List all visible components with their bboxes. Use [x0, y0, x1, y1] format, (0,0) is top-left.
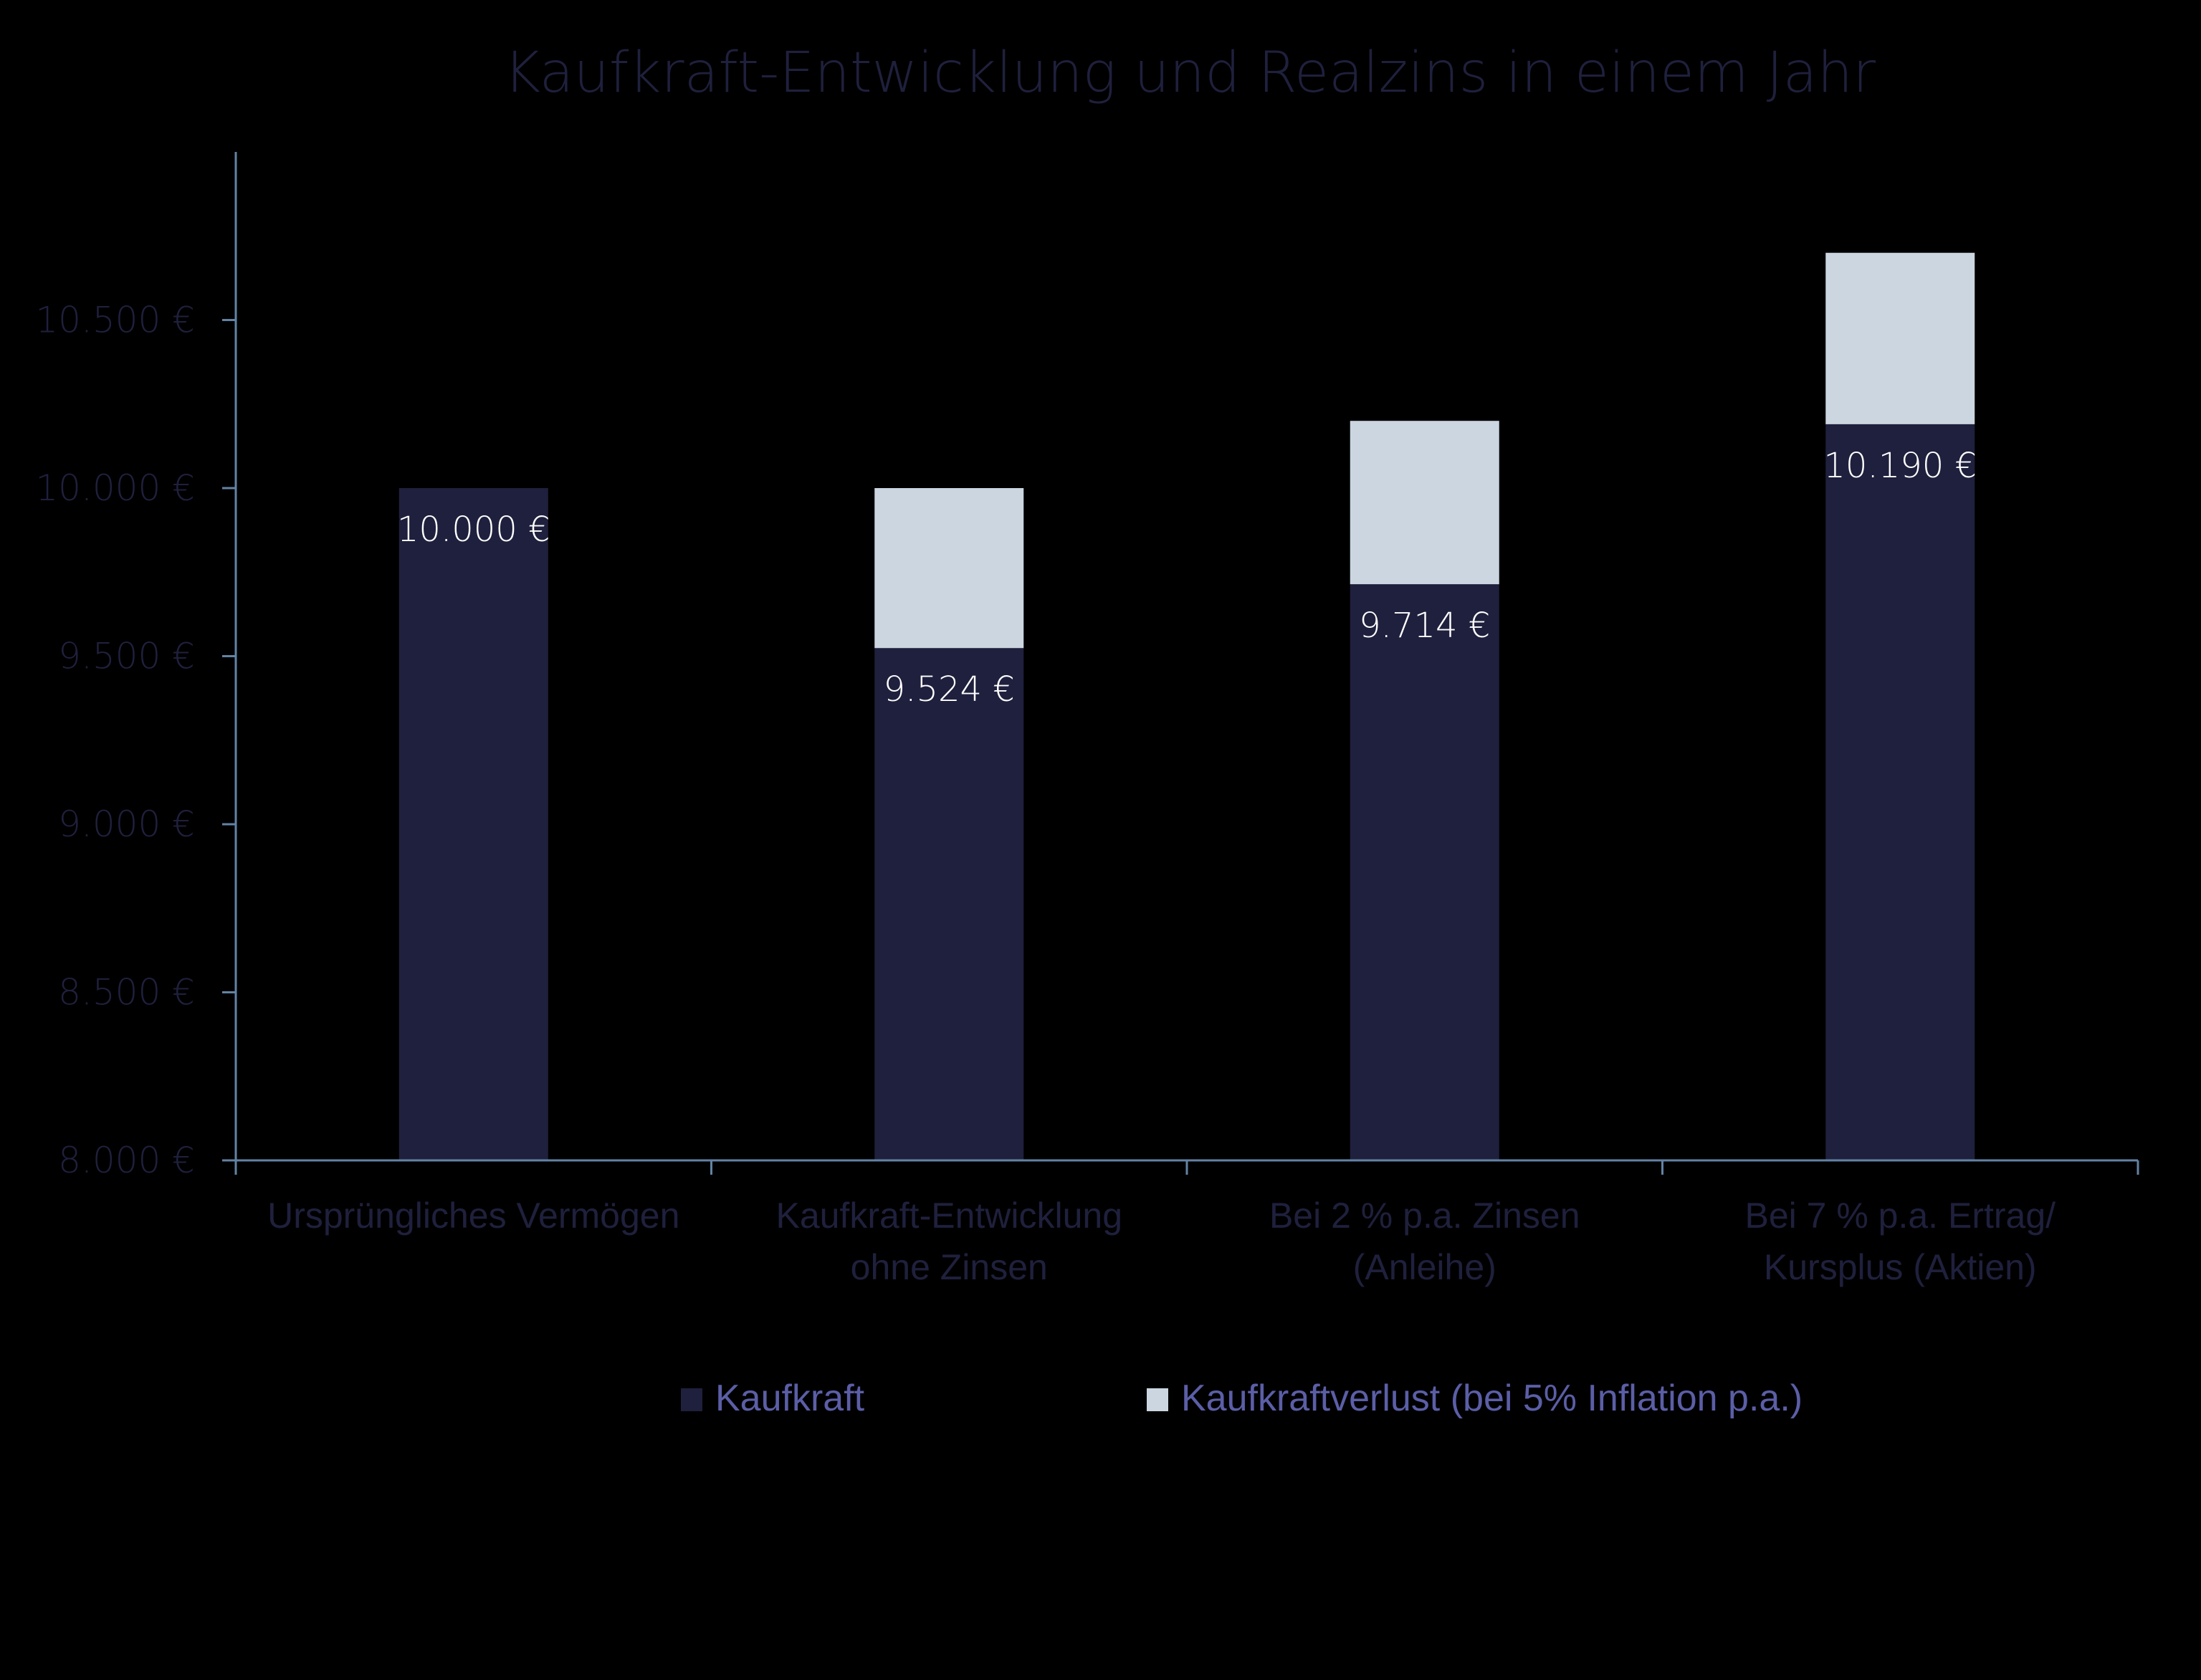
bar-kaufkraft	[1350, 584, 1499, 1160]
x-category-label: Kaufkraft-Entwicklung	[775, 1195, 1122, 1236]
legend-item-kaufkraftverlust[interactable]: Kaufkraftverlust (bei 5% Inflation p.a.)	[1147, 1378, 1803, 1419]
bar-group: 10.000 €	[397, 488, 550, 1160]
x-axis: Ursprüngliches Vermögen Kaufkraft-Entwick…	[222, 1159, 2139, 1287]
bar-kaufkraftverlust	[874, 488, 1024, 649]
bar-value-label: 9.524 €	[884, 669, 1015, 710]
legend-item-kaufkraft[interactable]: Kaufkraft	[681, 1378, 865, 1419]
bar-kaufkraftverlust	[1825, 252, 1975, 424]
legend-label: Kaufkraftverlust (bei 5% Inflation p.a.)	[1181, 1378, 1803, 1419]
bar-kaufkraft	[1825, 424, 1975, 1160]
x-category-label: Kursplus (Aktien)	[1764, 1247, 2037, 1287]
y-tick-label: 9.000 €	[58, 803, 195, 845]
y-axis: 8.000 € 8.500 € 9.000 € 9.500 € 10.000 € 10.5…	[35, 152, 237, 1181]
legend-swatch	[1147, 1388, 1168, 1411]
x-category-label: ohne Zinsen	[851, 1247, 1048, 1287]
bar-value-label: 10.190 €	[1823, 446, 1977, 486]
y-tick-label: 8.000 €	[58, 1140, 195, 1181]
bar-value-label: 10.000 €	[397, 510, 550, 550]
plot-area: 10.000 € 9.524 € 9.714 € 10.190 €	[397, 252, 1977, 1160]
y-tick-label: 10.000 €	[35, 467, 195, 509]
y-tick-label: 9.500 €	[58, 636, 195, 677]
x-category-label: Bei 2 % p.a. Zinsen	[1269, 1195, 1580, 1236]
chart-title: Kaufkraft-Entwicklung und Realzins in ei…	[504, 41, 1876, 105]
legend-swatch	[681, 1388, 702, 1411]
legend-label: Kaufkraft	[715, 1378, 865, 1419]
bar-kaufkraft	[874, 648, 1024, 1160]
bar-value-label: 9.714 €	[1359, 606, 1490, 646]
y-tick-label: 10.500 €	[35, 300, 195, 341]
x-category-label: Bei 7 % p.a. Ertrag/	[1744, 1195, 2056, 1236]
bar-group: 9.524 €	[874, 488, 1024, 1160]
bar-kaufkraftverlust	[1350, 421, 1499, 585]
x-category-label: Ursprüngliches Vermögen	[267, 1195, 679, 1236]
bar-group: 10.190 €	[1823, 252, 1977, 1160]
bar-kaufkraft	[398, 488, 548, 1160]
legend: Kaufkraft Kaufkraftverlust (bei 5% Inflat…	[681, 1378, 1803, 1419]
bar-group: 9.714 €	[1350, 421, 1499, 1160]
y-tick-label: 8.500 €	[58, 972, 195, 1013]
x-category-label: (Anleihe)	[1353, 1247, 1496, 1287]
